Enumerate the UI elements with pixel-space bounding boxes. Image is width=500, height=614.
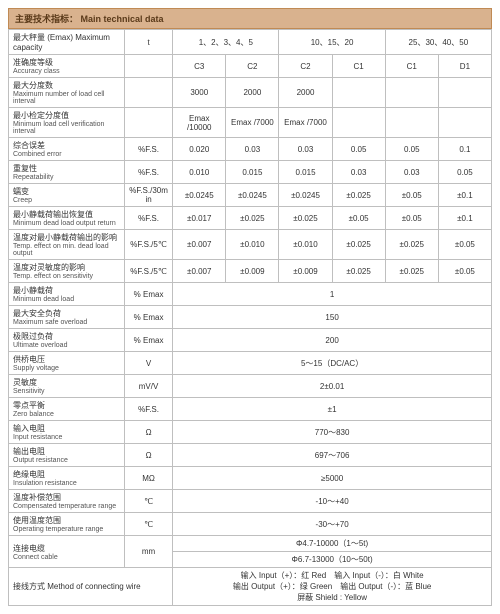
col-group1: 1、2、3、4、5 [173, 30, 279, 55]
label-wire-method: 接线方式 Method of connecting wire [9, 568, 173, 606]
row-repeatability: 重复性Repeatability %F.S. 0.010 0.015 0.015… [9, 161, 492, 184]
unit: t [124, 30, 172, 55]
row-combined-error: 综合误差Combined error %F.S. 0.020 0.03 0.03… [9, 138, 492, 161]
row-creep: 蠕变Creep %F.S./30min ±0.0245 ±0.0245 ±0.0… [9, 184, 492, 207]
row-max-interval: 最大分度数Maximum number of load cell interva… [9, 78, 492, 108]
col-group2: 10、15、20 [279, 30, 385, 55]
label: 准确度等级Accuracy class [9, 55, 125, 78]
row-cable-1: 连接电缆Connect cable mm Φ4.7-10000（1～5t) [9, 536, 492, 552]
row-sensitivity: 灵敏度Sensitivity mV/V 2±0.01 [9, 375, 492, 398]
row-input-res: 输入电阻Input resistance Ω 770～830 [9, 421, 492, 444]
col-group3: 25、30、40、50 [385, 30, 491, 55]
row-zero-balance: 零点平衡Zero balance %F.S. ±1 [9, 398, 492, 421]
spec-table: 最大秤量 (Emax) Maximum capacity t 1、2、3、4、5… [8, 29, 492, 606]
row-min-verif: 最小检定分度值Minimum load cell verification in… [9, 108, 492, 138]
row-supply-voltage: 供桥电压Supply voltage V 5～15（DC/AC） [9, 352, 492, 375]
row-comp-temp: 温度补偿范围Compensated temperature range ℃ -1… [9, 490, 492, 513]
table-title: 主要技术指标： Main technical data [8, 8, 492, 29]
row-temp-min-dead: 温度对最小静载荷输出的影响Temp. effect on min. dead l… [9, 230, 492, 260]
row-min-dead-return: 最小静载荷输出恢复值Minimum dead load output retur… [9, 207, 492, 230]
row-output-res: 输出电阻Output resistance Ω 697～706 [9, 444, 492, 467]
row-temp-sensitivity: 温度对灵敏度的影响Temp. effect on sensitivity %F.… [9, 260, 492, 283]
row-ultimate-overload: 极限过负荷Ultimate overload % Emax 200 [9, 329, 492, 352]
row-max-capacity: 最大秤量 (Emax) Maximum capacity t 1、2、3、4、5… [9, 30, 492, 55]
row-oper-temp: 使用温度范围Operating temperature range ℃ -30～… [9, 513, 492, 536]
row-min-dead-load: 最小静载荷Minimum dead load % Emax 1 [9, 283, 492, 306]
wire-method-detail: 输入 Input（+）：红 Red 输入 Input（-）：白 White 输出… [173, 568, 492, 606]
label-max-capacity: 最大秤量 (Emax) Maximum capacity [9, 30, 125, 55]
row-insulation: 绝缘电阻Insulation resistance MΩ ≥5000 [9, 467, 492, 490]
row-accuracy-class: 准确度等级Accuracy class C3 C2 C2 C1 C1 D1 [9, 55, 492, 78]
row-max-safe-overload: 最大安全负荷Maximum safe overload % Emax 150 [9, 306, 492, 329]
row-wire-method: 接线方式 Method of connecting wire 输入 Input（… [9, 568, 492, 606]
